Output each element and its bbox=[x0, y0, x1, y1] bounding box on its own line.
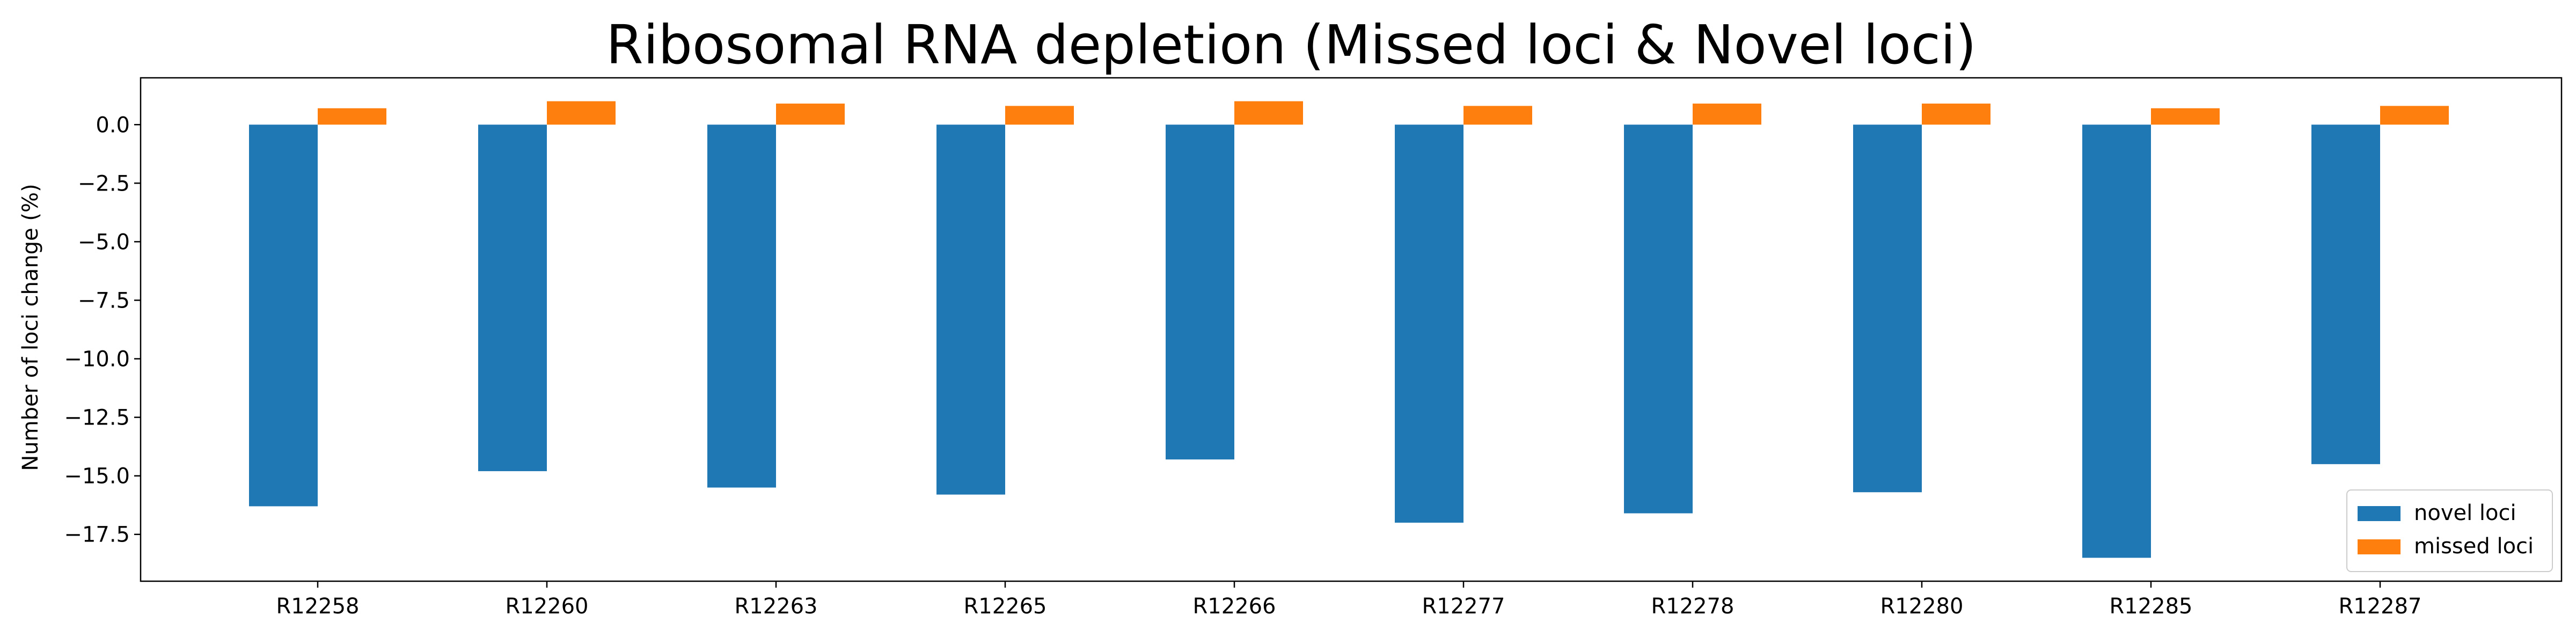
plot-frame bbox=[140, 77, 2563, 582]
y-axis: 0.0 −2.5 −5.0 −7.5 −10.0 −12.5 −15.0 −17.5 bbox=[64, 113, 141, 547]
x-tick-label: R12280 bbox=[1880, 594, 1963, 619]
legend-swatch bbox=[2358, 506, 2401, 521]
bar-novel-loci bbox=[249, 125, 318, 507]
bar-missed-loci bbox=[1005, 106, 1074, 125]
bar-missed-loci bbox=[1693, 103, 1761, 125]
bar-missed-loci bbox=[2380, 106, 2449, 125]
plot-area bbox=[249, 101, 2449, 558]
x-tick-label: R12265 bbox=[963, 594, 1046, 619]
x-tick-label: R12263 bbox=[734, 594, 817, 619]
x-tick-label: R12287 bbox=[2338, 594, 2421, 619]
bar-novel-loci bbox=[1853, 125, 1922, 493]
legend-swatch bbox=[2358, 539, 2401, 554]
bar-missed-loci bbox=[2151, 108, 2220, 125]
bar-novel-loci bbox=[1624, 125, 1693, 514]
y-tick-label: −12.5 bbox=[64, 406, 130, 430]
y-tick-label: −10.0 bbox=[64, 347, 130, 372]
x-tick-label: R12277 bbox=[1422, 594, 1505, 619]
bar-novel-loci bbox=[707, 125, 776, 488]
y-tick-label: −7.5 bbox=[78, 288, 130, 313]
y-tick-label: 0.0 bbox=[96, 113, 130, 137]
x-tick-label: R12285 bbox=[2109, 594, 2192, 619]
bar-novel-loci bbox=[478, 125, 547, 471]
bar-missed-loci bbox=[1463, 106, 1532, 125]
bar-missed-loci bbox=[547, 101, 616, 125]
y-tick-label: −15.0 bbox=[64, 464, 130, 489]
y-axis-label: Number of loci change (%) bbox=[18, 184, 43, 471]
x-tick-label: R12258 bbox=[276, 594, 359, 619]
legend-label: novel loci bbox=[2414, 501, 2516, 525]
bar-missed-loci bbox=[1922, 103, 1990, 125]
x-tick-label: R12260 bbox=[505, 594, 588, 619]
x-tick-label: R12266 bbox=[1192, 594, 1276, 619]
legend: novel loci missed loci bbox=[2346, 489, 2553, 572]
bar-missed-loci bbox=[318, 108, 386, 125]
y-tick-label: −17.5 bbox=[64, 523, 130, 547]
chart-title: Ribosomal RNA depletion (Missed loci & N… bbox=[606, 13, 1976, 76]
bar-novel-loci bbox=[936, 125, 1005, 495]
bar-novel-loci bbox=[2311, 125, 2380, 464]
legend-label: missed loci bbox=[2414, 534, 2534, 559]
bar-missed-loci bbox=[776, 103, 845, 125]
bar-novel-loci bbox=[2082, 125, 2151, 558]
y-tick-label: −2.5 bbox=[78, 171, 130, 196]
bar-novel-loci bbox=[1395, 125, 1463, 523]
x-axis: R12258 R12260 R12263 R12265 R12266 R12277 R122… bbox=[276, 581, 2422, 619]
bar-missed-loci bbox=[1234, 101, 1303, 125]
bar-novel-loci bbox=[1166, 125, 1234, 460]
x-tick-label: R12278 bbox=[1651, 594, 1734, 619]
y-tick-label: −5.0 bbox=[78, 230, 130, 254]
